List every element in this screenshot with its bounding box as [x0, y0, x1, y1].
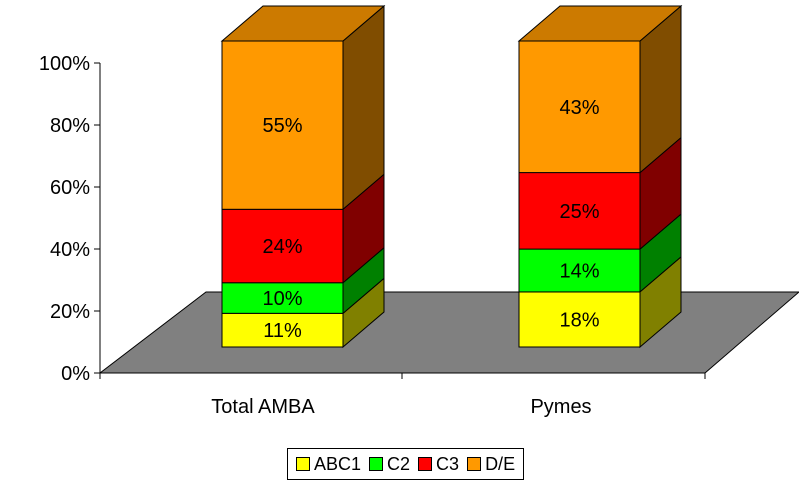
floor-plane	[98, 291, 799, 374]
x-category-label: Pymes	[530, 396, 591, 418]
y-tick-label: 60%	[50, 177, 90, 199]
bar-segment-d-e	[220, 4, 386, 211]
legend-label: D/E	[485, 453, 516, 474]
data-label: 14%	[559, 261, 599, 283]
legend-item: C2	[369, 454, 410, 475]
data-label: 43%	[559, 97, 599, 119]
y-tick-label: 40%	[50, 239, 90, 261]
legend-label: ABC1	[314, 453, 362, 474]
legend: ABC1 C2 C3 D/E	[287, 448, 525, 480]
y-tick-label: 20%	[50, 301, 90, 323]
y-tick-label: 0%	[61, 363, 90, 385]
bar-segment-d-e	[517, 4, 683, 174]
legend-swatch	[467, 457, 482, 471]
chart-floor	[98, 291, 799, 374]
bar-segment-c2	[221, 246, 385, 315]
bars	[220, 4, 683, 349]
legend-swatch	[418, 457, 433, 471]
legend-item: C3	[418, 454, 459, 475]
y-tick-label: 100%	[39, 53, 90, 75]
data-label: 18%	[559, 309, 599, 331]
data-labels: 11% 10% 24% 55% 18% 14% 25% 43%	[262, 97, 599, 342]
bar-segment-c3	[518, 136, 682, 251]
bar-segment-c3	[221, 173, 385, 284]
bar-segment-abc1	[518, 255, 682, 349]
data-label: 25%	[559, 201, 599, 223]
data-label: 24%	[262, 236, 302, 258]
y-tick-label: 80%	[50, 115, 90, 137]
data-label: 11%	[263, 320, 302, 342]
legend-item: ABC1	[296, 454, 361, 475]
legend-swatch	[296, 457, 310, 471]
legend-label: C3	[436, 453, 460, 474]
legend-swatch	[369, 457, 384, 471]
bar-segment-c2	[518, 212, 682, 294]
legend-item: D/E	[467, 454, 515, 475]
bar-segment-abc1	[221, 277, 385, 349]
data-label: 10%	[262, 288, 302, 310]
y-axis: 0% 20% 40% 60% 80% 100% Total AMBA Pymes	[39, 53, 706, 418]
data-label: 55%	[262, 115, 302, 137]
x-category-label: Total AMBA	[211, 396, 315, 418]
legend-label: C2	[387, 453, 411, 474]
